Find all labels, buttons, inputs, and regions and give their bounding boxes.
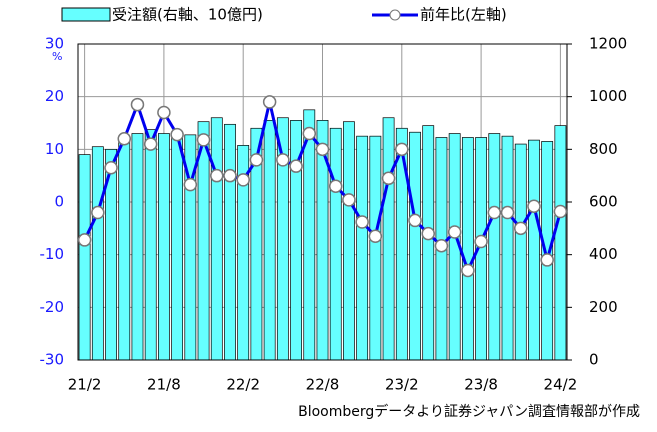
marker	[408, 213, 422, 228]
marker	[236, 173, 250, 187]
marker	[553, 204, 568, 219]
marker	[368, 229, 383, 243]
marker	[461, 263, 475, 278]
bar	[91, 146, 104, 361]
legend-marker	[389, 9, 401, 21]
marker	[355, 215, 369, 229]
bar	[210, 117, 223, 361]
legend-label: 前年比(左軸)	[420, 6, 507, 24]
marker	[130, 97, 145, 112]
bar	[488, 133, 501, 361]
marker	[513, 221, 528, 236]
marker	[447, 225, 462, 239]
marker	[196, 133, 211, 147]
x-tick-label: 24/2	[544, 376, 578, 394]
source: Bloombergデータより証券ジャパン調査情報部が作成	[298, 403, 640, 420]
marker	[223, 168, 237, 183]
y-tick-label: 20	[45, 87, 64, 105]
bar	[263, 120, 276, 361]
bar	[356, 135, 369, 361]
marker	[540, 253, 554, 267]
marker	[434, 238, 449, 253]
marker	[381, 171, 396, 186]
bar	[382, 117, 395, 361]
bar	[514, 143, 527, 361]
bar	[303, 109, 316, 361]
marker	[289, 159, 303, 173]
marker	[183, 177, 198, 192]
x-tick-label: 22/8	[306, 376, 340, 394]
bar	[171, 131, 184, 361]
bar	[131, 133, 144, 361]
y-unit: %	[52, 50, 62, 63]
legend-bar-swatch	[61, 7, 111, 22]
marker	[249, 153, 264, 167]
y2-tick-label: 1000	[589, 87, 627, 105]
marker	[91, 205, 105, 220]
marker	[421, 226, 435, 241]
marker	[104, 161, 118, 175]
x-tick-label: 21/8	[147, 376, 181, 394]
bar	[329, 127, 342, 361]
marker	[487, 205, 502, 220]
x-tick-label: 21/2	[68, 376, 102, 394]
marker	[342, 193, 356, 207]
bar	[158, 133, 170, 361]
marker	[500, 205, 515, 220]
bar	[78, 154, 91, 361]
bar	[461, 137, 474, 361]
y2-tick-label: 1200	[589, 35, 627, 53]
bar	[501, 135, 514, 361]
x-tick-label: 23/2	[385, 376, 419, 394]
marker	[276, 153, 290, 167]
plot-frame	[77, 43, 568, 361]
y2-tick-label: 400	[589, 245, 618, 263]
y2-tick-label: 200	[589, 298, 618, 316]
y-tick-label: -20	[40, 298, 65, 316]
marker	[157, 105, 171, 120]
y2-tick-label: 0	[589, 351, 599, 369]
y-tick-label: 30	[45, 35, 64, 53]
bar	[343, 121, 355, 361]
bar	[144, 129, 157, 361]
x-tick-label: 22/2	[226, 376, 260, 394]
marker	[302, 126, 317, 141]
marker	[143, 137, 158, 151]
marker	[527, 199, 541, 213]
marker	[328, 179, 343, 193]
bar	[118, 139, 131, 361]
y-tick-label: -30	[40, 351, 65, 369]
marker	[210, 168, 224, 183]
bar	[409, 131, 421, 361]
marker	[170, 127, 184, 142]
marker	[474, 234, 488, 249]
bar	[369, 135, 382, 361]
bar	[554, 125, 567, 361]
marker	[395, 142, 409, 157]
bar	[528, 139, 540, 361]
y-tick-label: 10	[45, 140, 64, 158]
y2-tick-label: 800	[589, 140, 618, 158]
x-tick-label: 23/8	[464, 376, 498, 394]
marker	[315, 142, 330, 157]
marker	[262, 95, 277, 109]
legend-label: 受注額(右軸、10億円)	[112, 6, 263, 24]
marker	[117, 132, 132, 146]
bar	[224, 123, 236, 361]
y-tick-label: 0	[54, 193, 64, 211]
y-tick-label: -10	[40, 245, 65, 263]
bar	[422, 125, 435, 361]
y2-tick-label: 600	[589, 193, 618, 211]
marker	[77, 233, 92, 247]
